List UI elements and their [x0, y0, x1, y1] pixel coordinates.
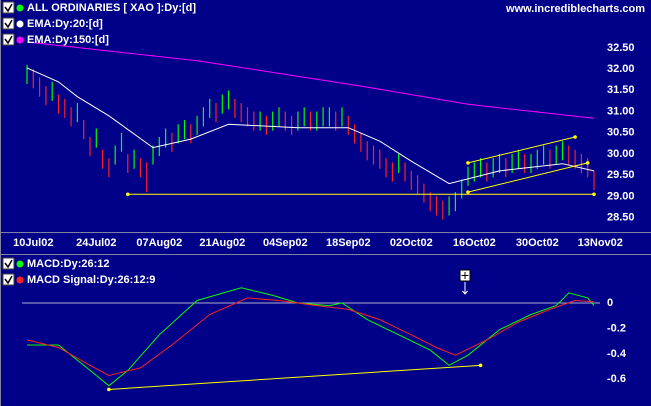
y-tick-label: 32.50 — [607, 42, 635, 54]
y-tick-label: 0 — [607, 297, 613, 309]
x-tick-label: 10Jul02 — [13, 237, 53, 249]
legend-label: EMA:Dy:20:[d] — [27, 18, 103, 30]
macd-line — [26, 297, 595, 377]
x-tick-label: 04Sep02 — [263, 237, 308, 249]
y-tick-label: 28.50 — [607, 211, 635, 223]
x-tick-label: 30Oct02 — [516, 237, 559, 249]
x-tick-label: 16Oct02 — [453, 237, 496, 249]
macd-line — [27, 287, 595, 387]
ema-line — [26, 41, 595, 119]
y-tick-label: -0.4 — [607, 348, 627, 360]
marker-arrow — [462, 282, 468, 295]
trendline-end — [592, 192, 596, 197]
legend-swatch — [16, 4, 24, 12]
trendline-end — [573, 135, 577, 139]
checkmark — [4, 275, 13, 285]
trendline-end — [466, 161, 470, 165]
checkmark — [4, 35, 13, 45]
legend-label: MACD Signal:Dy:26:12:9 — [27, 274, 155, 286]
legend-swatch — [16, 36, 24, 44]
trendline-end — [466, 190, 470, 194]
y-tick-label: 29.00 — [607, 190, 635, 202]
x-tick-label: 13Nov02 — [578, 237, 623, 249]
x-tick-label: 07Aug02 — [136, 237, 182, 249]
ema-line — [26, 67, 595, 185]
site-name: www.incrediblecharts.com — [505, 3, 645, 15]
trendline — [467, 162, 588, 193]
checkbox[interactable] — [2, 1, 15, 14]
y-tick-label: 31.00 — [607, 105, 635, 117]
legend-swatch — [16, 260, 24, 268]
checkmark — [4, 259, 13, 269]
trendline-end — [478, 363, 483, 368]
plot: 32.50 32.00 31.50 31.00 30.50 30.00 29.50 29.00… — [13, 2, 635, 392]
checkbox[interactable] — [2, 33, 15, 46]
checkmark — [4, 3, 13, 13]
y-tick-label: 29.50 — [607, 169, 635, 181]
legend-swatch — [16, 276, 24, 284]
checkbox[interactable] — [2, 257, 15, 270]
trendline-end — [585, 161, 590, 165]
x-tick-label: 18Sep02 — [326, 237, 371, 249]
checkbox[interactable] — [2, 273, 15, 286]
annotation-marker — [459, 269, 471, 295]
y-tick-label: 30.50 — [607, 127, 635, 139]
checkmarks — [4, 3, 13, 285]
y-tick-label: 32.00 — [607, 63, 635, 75]
checkbox[interactable] — [2, 17, 15, 30]
legend-swatch — [16, 20, 24, 28]
x-tick-label: 02Oct02 — [390, 237, 433, 249]
legend-label: MACD:Dy:26:12 — [27, 258, 110, 270]
legend-label: ALL ORDINARIES [ XAO ]:Dy:[d] — [27, 2, 196, 14]
trendline — [467, 136, 576, 164]
legend-checkboxes — [2, 1, 15, 286]
y-tick-label: 30.00 — [607, 148, 635, 160]
y-tick-label: -0.6 — [607, 373, 626, 385]
trendline — [108, 364, 481, 390]
y-tick-label: 31.50 — [607, 84, 635, 96]
x-tick-label: 21Aug02 — [199, 237, 245, 249]
marker-plus — [461, 272, 469, 279]
legend-label: EMA:Dy:150:[d] — [27, 34, 109, 46]
x-tick-label: 24Jul02 — [76, 237, 116, 249]
checkmark — [4, 19, 13, 29]
y-tick-label: -0.2 — [607, 322, 626, 334]
trendline-end — [126, 192, 130, 197]
trendline-end — [107, 387, 111, 392]
